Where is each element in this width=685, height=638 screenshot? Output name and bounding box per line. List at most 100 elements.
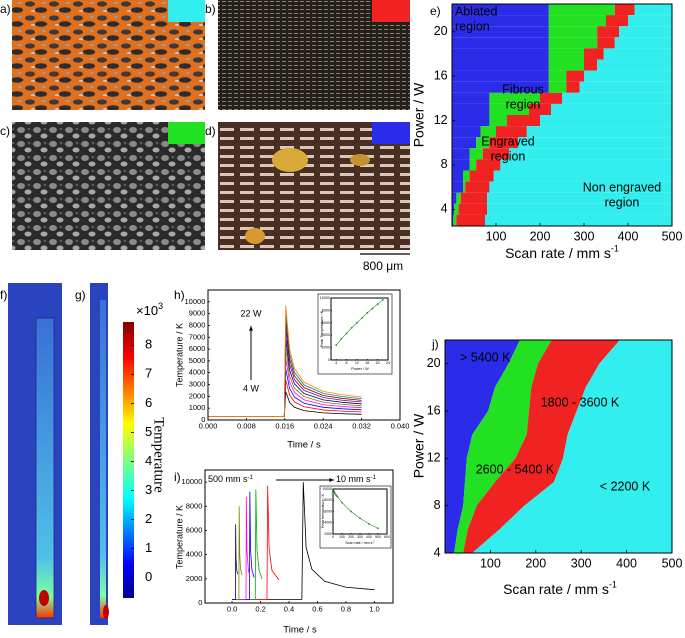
patch xyxy=(272,148,308,172)
region-cell xyxy=(485,214,672,226)
x-tick-label: 0.4 xyxy=(284,605,294,614)
region-cell xyxy=(509,148,672,160)
point xyxy=(350,510,352,513)
series-line xyxy=(232,482,375,600)
region-cell xyxy=(540,92,562,104)
melt-track xyxy=(35,317,55,619)
x-tick-label: 100 xyxy=(480,557,501,571)
color-key xyxy=(168,122,205,144)
region-cell xyxy=(452,26,549,38)
x-tick-label: 8 xyxy=(346,361,348,365)
point xyxy=(336,495,339,498)
multiplier: ×10 xyxy=(136,303,158,318)
y-tick-label: 4 xyxy=(434,545,441,559)
series-line xyxy=(232,489,263,600)
region-cell xyxy=(489,115,507,127)
y-tick-label: 6000 xyxy=(186,525,203,534)
region-cell xyxy=(619,26,672,38)
plot-frame xyxy=(330,297,389,361)
y-tick-label: 12 xyxy=(434,113,448,127)
annotation-sup: -1 xyxy=(248,475,254,481)
region-cell xyxy=(452,214,454,226)
color-key xyxy=(372,0,410,22)
color-key xyxy=(168,0,205,22)
x-tick-label: 16 xyxy=(365,361,369,365)
region-cell xyxy=(476,159,501,171)
y-axis-label: Power / W xyxy=(411,82,427,147)
x-tick-label: 0.008 xyxy=(237,422,256,431)
region xyxy=(463,340,620,553)
region-label: > 5400 K xyxy=(460,350,511,364)
colorbar-tick-label: 1 xyxy=(145,540,152,555)
region-cell xyxy=(597,37,615,49)
point xyxy=(376,303,379,306)
point xyxy=(340,338,343,340)
y-tick-label: 10000 xyxy=(320,296,330,300)
x-tick-label: 400 xyxy=(366,535,372,539)
inset-y-axis-label: Peak Temperature / K xyxy=(320,310,324,347)
colorbar-tick-label: 4 xyxy=(145,453,152,468)
patch xyxy=(350,154,370,166)
region-cell xyxy=(452,4,549,16)
region-cell xyxy=(469,170,494,182)
region-cell xyxy=(628,15,672,27)
region-cell xyxy=(452,59,549,71)
region-label: Engraved xyxy=(481,134,535,148)
region-cell xyxy=(469,148,483,160)
point xyxy=(371,307,374,310)
region-cell xyxy=(518,137,672,149)
region-cell xyxy=(489,181,672,193)
x-tick-label: 300 xyxy=(574,230,595,244)
x-tick-label: 500 xyxy=(662,230,683,244)
region-cell xyxy=(489,137,518,149)
micrographs: 800 μm xyxy=(12,0,410,273)
region-cell xyxy=(634,4,672,16)
region-cell xyxy=(489,103,529,115)
x-tick-label: 0.024 xyxy=(314,422,333,431)
patch xyxy=(245,228,265,244)
region-cell xyxy=(566,81,580,93)
region-cell xyxy=(482,148,510,160)
x-tick-label: 0.000 xyxy=(199,422,218,431)
y-tick-label: 1000 xyxy=(189,403,206,412)
plot-frame xyxy=(204,469,394,604)
x-tick-label: 0.2 xyxy=(255,605,265,614)
inset-x-axis-label: Power / W xyxy=(351,367,369,371)
point xyxy=(377,527,379,530)
region-cell xyxy=(548,81,567,93)
region-cell xyxy=(456,192,461,204)
x-tick-label: 24 xyxy=(386,361,390,365)
y-tick-label: 0 xyxy=(201,415,205,424)
region-label: region xyxy=(491,149,526,163)
region-cell xyxy=(454,203,459,215)
x-tick-label: 0 xyxy=(332,535,334,539)
x-tick-label: 300 xyxy=(357,535,363,539)
panel-label: f) xyxy=(0,288,7,302)
y-tick-label: 10000 xyxy=(185,297,206,306)
region-cell xyxy=(469,159,477,171)
region-cell xyxy=(614,37,672,49)
region-cell xyxy=(463,170,470,182)
hot-spot xyxy=(103,605,109,619)
series-line xyxy=(232,506,243,600)
region-label: Fibrous xyxy=(502,82,544,96)
fit-line xyxy=(333,491,379,529)
y-tick-label: 4000 xyxy=(324,521,332,525)
plot-frame xyxy=(451,3,673,227)
x-tick-label: 1.0 xyxy=(369,605,379,614)
plot-frame xyxy=(207,289,401,421)
y-tick-label: 6000 xyxy=(322,321,330,325)
x-axis-label-text: Scan rate / mm s xyxy=(505,245,611,261)
colorbar-tick-label: 3 xyxy=(145,482,152,497)
region-cell xyxy=(489,92,540,104)
region-cell xyxy=(452,37,549,49)
plot-frame xyxy=(444,339,673,554)
region-cell xyxy=(548,70,567,82)
region-cell xyxy=(452,170,463,182)
x-tick-label: 100 xyxy=(486,230,507,244)
point xyxy=(359,517,361,520)
colorbar-tick-label: 6 xyxy=(145,395,152,410)
region-cell xyxy=(548,59,584,71)
point xyxy=(381,298,384,301)
point xyxy=(366,311,369,314)
